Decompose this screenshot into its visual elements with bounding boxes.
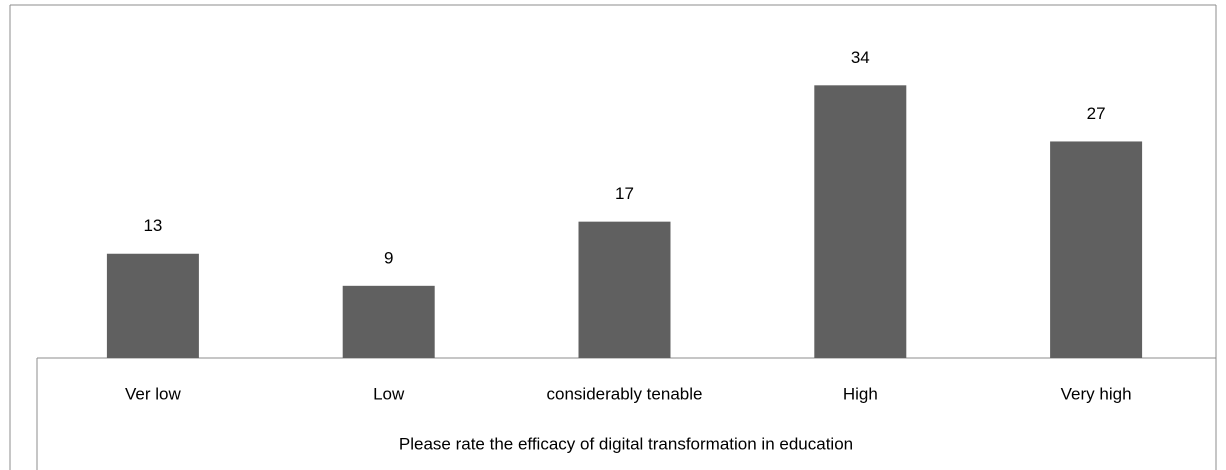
- data-label: 13: [143, 216, 162, 235]
- bar: [1050, 141, 1143, 358]
- data-label: 34: [851, 48, 870, 67]
- x-tick-label: Low: [373, 384, 405, 403]
- data-label: 27: [1087, 104, 1106, 123]
- bar: [578, 221, 671, 358]
- bar: [106, 253, 199, 358]
- x-tick-label: Very high: [1061, 384, 1132, 403]
- data-label: 17: [615, 184, 634, 203]
- bar: [814, 85, 907, 358]
- bar: [342, 285, 435, 358]
- x-tick-label: considerably tenable: [547, 384, 703, 403]
- x-axis-title: Please rate the efficacy of digital tran…: [399, 434, 853, 453]
- x-tick-label: High: [843, 384, 878, 403]
- x-tick-label: Ver low: [125, 384, 181, 403]
- data-label: 9: [384, 248, 393, 267]
